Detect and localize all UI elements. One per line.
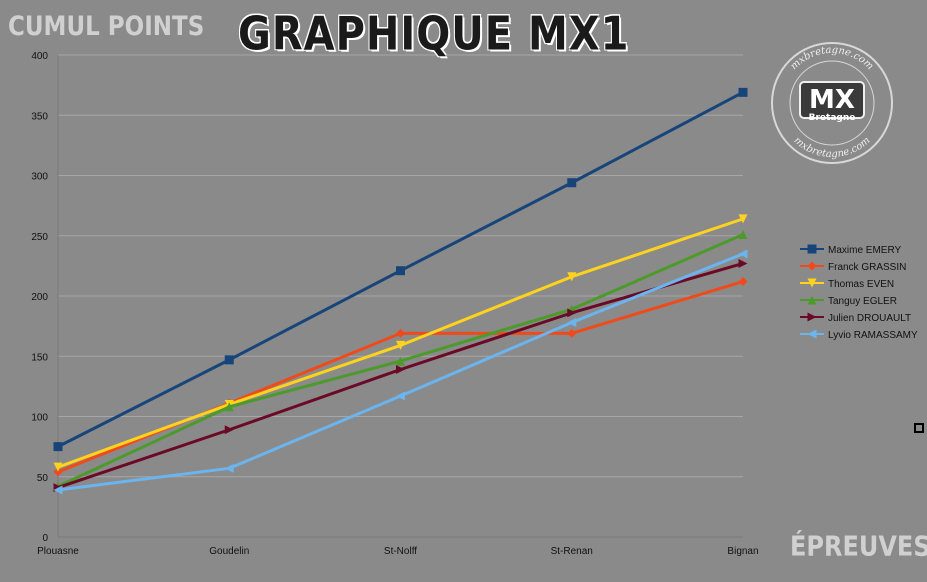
logo-site-top: mxbretagne.com: [789, 45, 876, 72]
legend-item: Lyvio RAMASSAMY: [800, 329, 918, 341]
svg-text:mxbretagne.com: mxbretagne.com: [789, 45, 876, 72]
x-tick-label: St-Nolff: [384, 546, 417, 557]
x-tick-label: Goudelin: [209, 546, 249, 557]
legend-swatch-marker: [807, 261, 817, 271]
legend-label: Franck GRASSIN: [828, 262, 906, 273]
legend-label: Thomas EVEN: [828, 279, 894, 290]
data-point: [738, 230, 748, 240]
data-point: [567, 328, 577, 338]
y-tick-label: 150: [31, 352, 48, 363]
legend-label: Lyvio RAMASSAMY: [828, 330, 918, 341]
data-point: [53, 467, 63, 477]
y-tick-label: 400: [31, 51, 48, 62]
legend-label: Tanguy EGLER: [828, 296, 897, 307]
data-point: [738, 277, 748, 287]
x-tick-label: Plouasne: [37, 546, 79, 557]
legend-item: Thomas EVEN: [800, 278, 894, 290]
series-5: [53, 249, 748, 495]
y-tick-label: 300: [31, 172, 48, 183]
legend-swatch-marker: [807, 295, 817, 305]
data-point: [396, 266, 405, 276]
axes: 0 50 100 150 200 250 300 350 400 Plouasne Goudelin…: [31, 51, 758, 557]
legend-swatch-marker: [807, 312, 817, 322]
x-axis-label: ÉPREUVES: [790, 530, 927, 563]
y-tick-label: 50: [37, 473, 49, 484]
logo-brand: MX: [809, 85, 855, 115]
data-point: [396, 356, 405, 366]
data-point: [567, 272, 577, 282]
legend-item: Julien DROUAULT: [800, 312, 911, 324]
legend-label: Maxime EMERY: [828, 245, 901, 256]
y-tick-label: 250: [31, 232, 48, 243]
logo-sub: Bretagne: [809, 113, 856, 123]
series-0: [53, 87, 748, 452]
data-point: [396, 365, 405, 375]
legend-item: Maxime EMERY: [800, 244, 901, 256]
legend-swatch-marker: [807, 244, 817, 254]
x-tick-label: St-Renan: [551, 546, 593, 557]
legend-label: Julien DROUAULT: [828, 313, 911, 324]
data-point: [53, 442, 63, 452]
legend-item: Tanguy EGLER: [800, 295, 897, 307]
series-lines: [53, 87, 748, 495]
series-line: [57, 252, 744, 492]
y-axis-label: CUMUL POINTS: [8, 12, 205, 42]
series-4: [53, 258, 748, 493]
chart-title: GRAPHIQUE MX1: [238, 8, 630, 61]
y-tick-label: 100: [31, 413, 48, 424]
square-marker-icon: [914, 423, 924, 433]
data-point: [53, 485, 63, 495]
x-tick-label: Bignan: [727, 546, 758, 557]
legend: Maxime EMERY Franck GRASSIN Thomas EVEN Tan…: [800, 244, 918, 341]
data-point: [738, 258, 748, 268]
data-point: [396, 328, 405, 338]
data-point: [567, 308, 577, 318]
data-point: [53, 462, 63, 472]
data-point: [567, 178, 577, 188]
legend-swatch-marker: [807, 329, 817, 339]
mx-bretagne-logo: mxbretagne.com mxbretagne.com MX Bretagn…: [771, 42, 893, 164]
y-tick-label: 350: [31, 111, 48, 122]
data-point: [224, 463, 234, 473]
data-point: [738, 214, 748, 224]
gridlines: [58, 54, 743, 478]
data-point: [224, 402, 234, 412]
legend-item: Franck GRASSIN: [800, 261, 906, 273]
data-point: [738, 87, 748, 97]
legend-swatch-marker: [807, 278, 817, 288]
data-point: [396, 391, 405, 401]
data-point: [396, 340, 405, 350]
data-point: [224, 425, 234, 435]
y-tick-label: 0: [42, 533, 48, 544]
series-line: [57, 280, 744, 474]
data-point: [224, 355, 234, 365]
y-tick-label: 200: [31, 292, 48, 303]
series-line: [57, 262, 744, 490]
data-point: [567, 318, 577, 328]
series-1: [53, 277, 748, 477]
data-point: [738, 249, 748, 259]
